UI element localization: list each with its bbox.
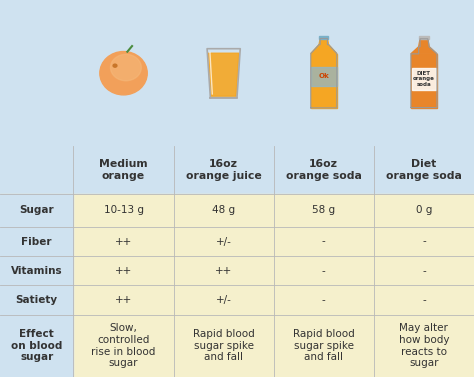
Text: Diet
orange soda: Diet orange soda [386, 159, 462, 181]
Text: Vitamins: Vitamins [11, 266, 63, 276]
Bar [0, 194, 474, 377]
Text: Rapid blood
sugar spike
and fall: Rapid blood sugar spike and fall [293, 329, 355, 363]
Ellipse shape [100, 52, 147, 95]
Text: 16oz
orange juice: 16oz orange juice [186, 159, 262, 181]
Polygon shape [209, 53, 239, 96]
Text: 0 g: 0 g [416, 205, 432, 216]
Text: Rapid blood
sugar spike
and fall: Rapid blood sugar spike and fall [193, 329, 255, 363]
Bar [419, 36, 429, 39]
Text: Ok: Ok [319, 73, 329, 79]
Text: -: - [422, 237, 426, 247]
Text: Medium
orange: Medium orange [99, 159, 148, 181]
Text: +/-: +/- [216, 295, 232, 305]
Text: ++: ++ [115, 295, 132, 305]
Text: DIET
orange
soda: DIET orange soda [413, 70, 435, 87]
Bar [311, 67, 337, 86]
Text: -: - [322, 266, 326, 276]
Text: -: - [422, 266, 426, 276]
Polygon shape [311, 44, 337, 54]
Text: 58 g: 58 g [312, 205, 336, 216]
Polygon shape [319, 38, 328, 44]
Text: -: - [322, 295, 326, 305]
Text: ++: ++ [115, 237, 132, 247]
Text: Satiety: Satiety [16, 295, 58, 305]
Bar [412, 68, 436, 90]
Bar [0, 194, 73, 377]
Text: 48 g: 48 g [212, 205, 235, 216]
Text: -: - [322, 237, 326, 247]
Text: Sugar: Sugar [19, 205, 54, 216]
Ellipse shape [110, 54, 141, 81]
Text: Effect
on blood
sugar: Effect on blood sugar [11, 329, 63, 363]
Bar [0, 0, 474, 194]
Text: ++: ++ [215, 266, 232, 276]
Polygon shape [419, 39, 429, 47]
Text: May alter
how body
reacts to
sugar: May alter how body reacts to sugar [399, 323, 449, 368]
Text: -: - [422, 295, 426, 305]
Circle shape [113, 64, 117, 67]
Text: 10-13 g: 10-13 g [103, 205, 144, 216]
Text: +/-: +/- [216, 237, 232, 247]
Bar [319, 35, 328, 38]
Polygon shape [411, 54, 437, 107]
Text: 16oz
orange soda: 16oz orange soda [286, 159, 362, 181]
Text: Slow,
controlled
rise in blood
sugar: Slow, controlled rise in blood sugar [91, 323, 156, 368]
Polygon shape [411, 47, 437, 54]
Text: ++: ++ [115, 266, 132, 276]
Polygon shape [311, 54, 337, 108]
Text: Fiber: Fiber [21, 237, 52, 247]
